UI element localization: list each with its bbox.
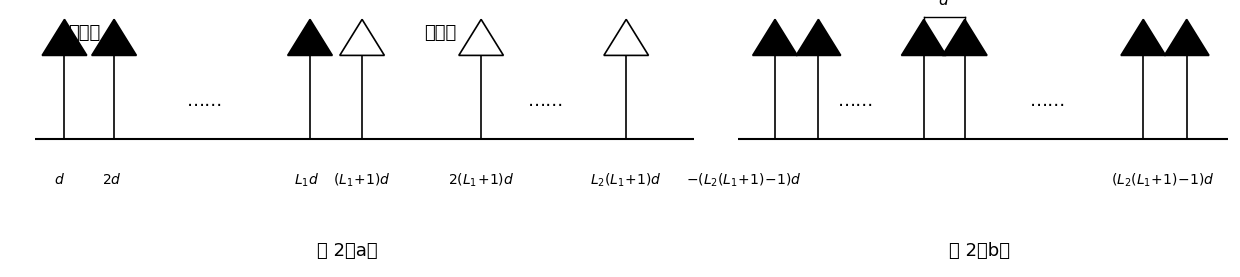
Text: ……: ……: [837, 92, 874, 110]
Polygon shape: [1121, 19, 1166, 55]
Text: $L_1d$: $L_1d$: [294, 172, 319, 189]
Text: 第一级: 第一级: [68, 24, 100, 42]
Polygon shape: [942, 19, 987, 55]
Text: $d$: $d$: [939, 0, 950, 8]
Polygon shape: [340, 19, 384, 55]
Polygon shape: [796, 19, 841, 55]
Polygon shape: [42, 19, 87, 55]
Text: ……: ……: [186, 92, 223, 110]
Text: $(L_1\!+\!1)d$: $(L_1\!+\!1)d$: [334, 172, 391, 189]
Text: $2(L_1\!+\!1)d$: $2(L_1\!+\!1)d$: [448, 172, 515, 189]
Polygon shape: [459, 19, 503, 55]
Text: $d$: $d$: [55, 172, 64, 187]
Text: ……: ……: [1029, 92, 1066, 110]
Polygon shape: [1164, 19, 1209, 55]
Polygon shape: [604, 19, 649, 55]
Text: 图 2（b）: 图 2（b）: [949, 242, 1011, 260]
Text: $-(L_2(L_1\!+\!1)\!-\!1)d$: $-(L_2(L_1\!+\!1)\!-\!1)d$: [686, 172, 802, 189]
Polygon shape: [901, 19, 946, 55]
Polygon shape: [288, 19, 332, 55]
Text: 图 2（a）: 图 2（a）: [317, 242, 377, 260]
Text: 第二级: 第二级: [424, 24, 456, 42]
Text: $2d$: $2d$: [102, 172, 122, 187]
Polygon shape: [92, 19, 136, 55]
Text: $(L_2(L_1\!+\!1)\!-\!1)d$: $(L_2(L_1\!+\!1)\!-\!1)d$: [1111, 172, 1215, 189]
Polygon shape: [753, 19, 797, 55]
Text: ……: ……: [527, 92, 564, 110]
Text: $L_2(L_1\!+\!1)d$: $L_2(L_1\!+\!1)d$: [590, 172, 662, 189]
